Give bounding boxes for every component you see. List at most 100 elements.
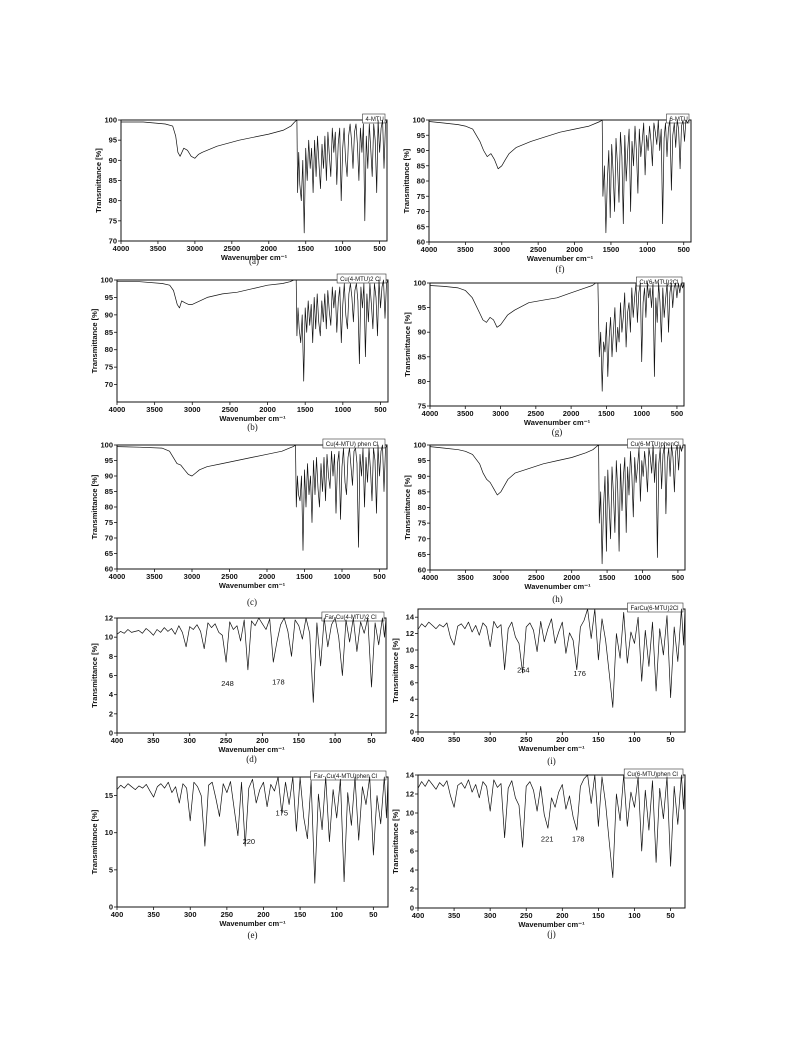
- y-tick-label: 85: [418, 352, 426, 361]
- x-tick-label: 1000: [334, 244, 351, 253]
- y-tick-label: 4: [109, 690, 114, 699]
- y-tick-label: 5: [109, 865, 113, 874]
- y-tick-label: 2: [109, 709, 113, 718]
- y-tick-label: 95: [417, 131, 425, 140]
- y-tick-label: 60: [417, 238, 425, 247]
- x-tick-label: 200: [556, 911, 569, 920]
- y-tick-label: 10: [105, 633, 113, 642]
- y-axis-label: Transmittance [%]: [402, 148, 411, 213]
- x-tick-label: 3000: [184, 572, 201, 581]
- x-tick-label: 200: [556, 735, 569, 744]
- legend-label: Far-Cu(4-MTU)2 Cl: [325, 615, 377, 621]
- x-tick-label: 3500: [457, 409, 474, 418]
- x-tick-label: 3500: [146, 405, 163, 414]
- y-axis-label: Transmittance [%]: [403, 312, 412, 377]
- y-tick-label: 95: [418, 456, 426, 465]
- y-tick-label: 2: [410, 885, 414, 894]
- y-tick-label: 4: [410, 866, 415, 875]
- x-tick-label: 2000: [566, 245, 583, 254]
- y-tick-label: 80: [105, 503, 113, 512]
- x-tick-label: 500: [671, 409, 684, 418]
- y-tick-label: 95: [105, 293, 113, 302]
- y-tick-label: 0: [410, 904, 414, 913]
- x-tick-label: 50: [666, 735, 674, 744]
- y-tick-label: 65: [418, 550, 426, 559]
- y-axis-label: Transmittance [%]: [403, 475, 412, 540]
- x-tick-label: 3500: [457, 245, 474, 254]
- x-tick-label: 300: [484, 735, 497, 744]
- y-axis-label: Transmittance [%]: [90, 308, 99, 373]
- y-tick-label: 75: [417, 192, 425, 201]
- y-tick-label: 85: [417, 161, 425, 170]
- legend-box: [310, 770, 387, 781]
- x-tick-label: 2500: [530, 245, 547, 254]
- y-tick-label: 75: [109, 216, 117, 225]
- panel-caption: (g): [551, 427, 563, 437]
- x-tick-label: 400: [111, 736, 124, 745]
- y-tick-label: 70: [418, 534, 426, 543]
- x-tick-label: 2500: [528, 573, 545, 582]
- x-tick-label: 1500: [598, 409, 615, 418]
- y-tick-label: 90: [109, 156, 117, 165]
- panel-caption: (d): [246, 754, 257, 764]
- x-tick-label: 4000: [422, 409, 439, 418]
- spectrum-line: [429, 444, 684, 565]
- legend-label: 6-MTU: [670, 117, 688, 123]
- y-tick-label: 14: [406, 771, 415, 780]
- x-tick-label: 400: [111, 910, 124, 919]
- peak-annotation: 220: [243, 837, 256, 846]
- x-tick-label: 250: [221, 910, 234, 919]
- spectrum-line: [116, 617, 387, 703]
- x-tick-label: 2500: [222, 405, 239, 414]
- x-tick-label: 2500: [527, 409, 544, 418]
- panel-caption: (c): [247, 597, 257, 607]
- x-tick-label: 1000: [634, 573, 651, 582]
- panel-caption: (i): [547, 756, 556, 766]
- y-tick-label: 65: [105, 549, 113, 558]
- x-tick-label: 100: [329, 736, 342, 745]
- legend-label: Far- Cu(4-MTU)phen Cl: [314, 774, 377, 780]
- panel-caption: (h): [552, 594, 563, 604]
- y-tick-label: 8: [109, 652, 113, 661]
- x-tick-label: 350: [448, 735, 461, 744]
- peak-annotation: 178: [572, 835, 585, 844]
- x-tick-label: 4000: [421, 245, 438, 254]
- panel-caption: (f): [555, 264, 565, 274]
- plot-frame: [116, 776, 389, 908]
- x-axis-label: Wavenumber cm⁻¹: [524, 582, 591, 591]
- y-tick-label: 95: [418, 303, 426, 312]
- x-tick-label: 2000: [260, 244, 277, 253]
- y-tick-label: 6: [410, 847, 414, 856]
- x-axis-label: Wavenumber cm⁻¹: [219, 581, 286, 590]
- y-tick-label: 95: [109, 136, 117, 145]
- peak-annotation: 178: [272, 677, 285, 686]
- x-tick-label: 1000: [334, 572, 351, 581]
- y-tick-label: 80: [418, 377, 426, 386]
- plot-frame: [429, 282, 685, 407]
- x-tick-label: 1500: [297, 405, 314, 414]
- y-tick-label: 10: [105, 828, 113, 837]
- x-tick-label: 3000: [184, 405, 201, 414]
- peak-annotation: 176: [573, 669, 586, 678]
- y-tick-label: 85: [105, 328, 113, 337]
- y-tick-label: 100: [413, 441, 426, 450]
- y-tick-label: 85: [105, 487, 113, 496]
- y-tick-label: 6: [410, 678, 414, 687]
- x-tick-label: 350: [147, 736, 160, 745]
- x-tick-label: 200: [257, 910, 270, 919]
- y-tick-label: 14: [406, 613, 415, 622]
- x-tick-label: 300: [484, 911, 497, 920]
- y-tick-label: 2: [410, 711, 414, 720]
- x-axis-label: Wavenumber cm⁻¹: [527, 254, 594, 263]
- x-tick-label: 350: [448, 911, 461, 920]
- y-tick-label: 65: [417, 222, 425, 231]
- y-tick-label: 90: [418, 472, 426, 481]
- x-tick-label: 150: [592, 911, 605, 920]
- x-tick-label: 300: [184, 910, 197, 919]
- x-tick-label: 400: [412, 735, 425, 744]
- panel-caption: (a): [249, 256, 259, 266]
- legend-label: 4-MTU: [366, 117, 384, 123]
